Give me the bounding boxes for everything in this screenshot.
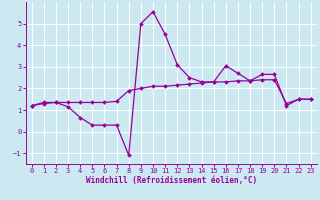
X-axis label: Windchill (Refroidissement éolien,°C): Windchill (Refroidissement éolien,°C)	[86, 176, 257, 185]
